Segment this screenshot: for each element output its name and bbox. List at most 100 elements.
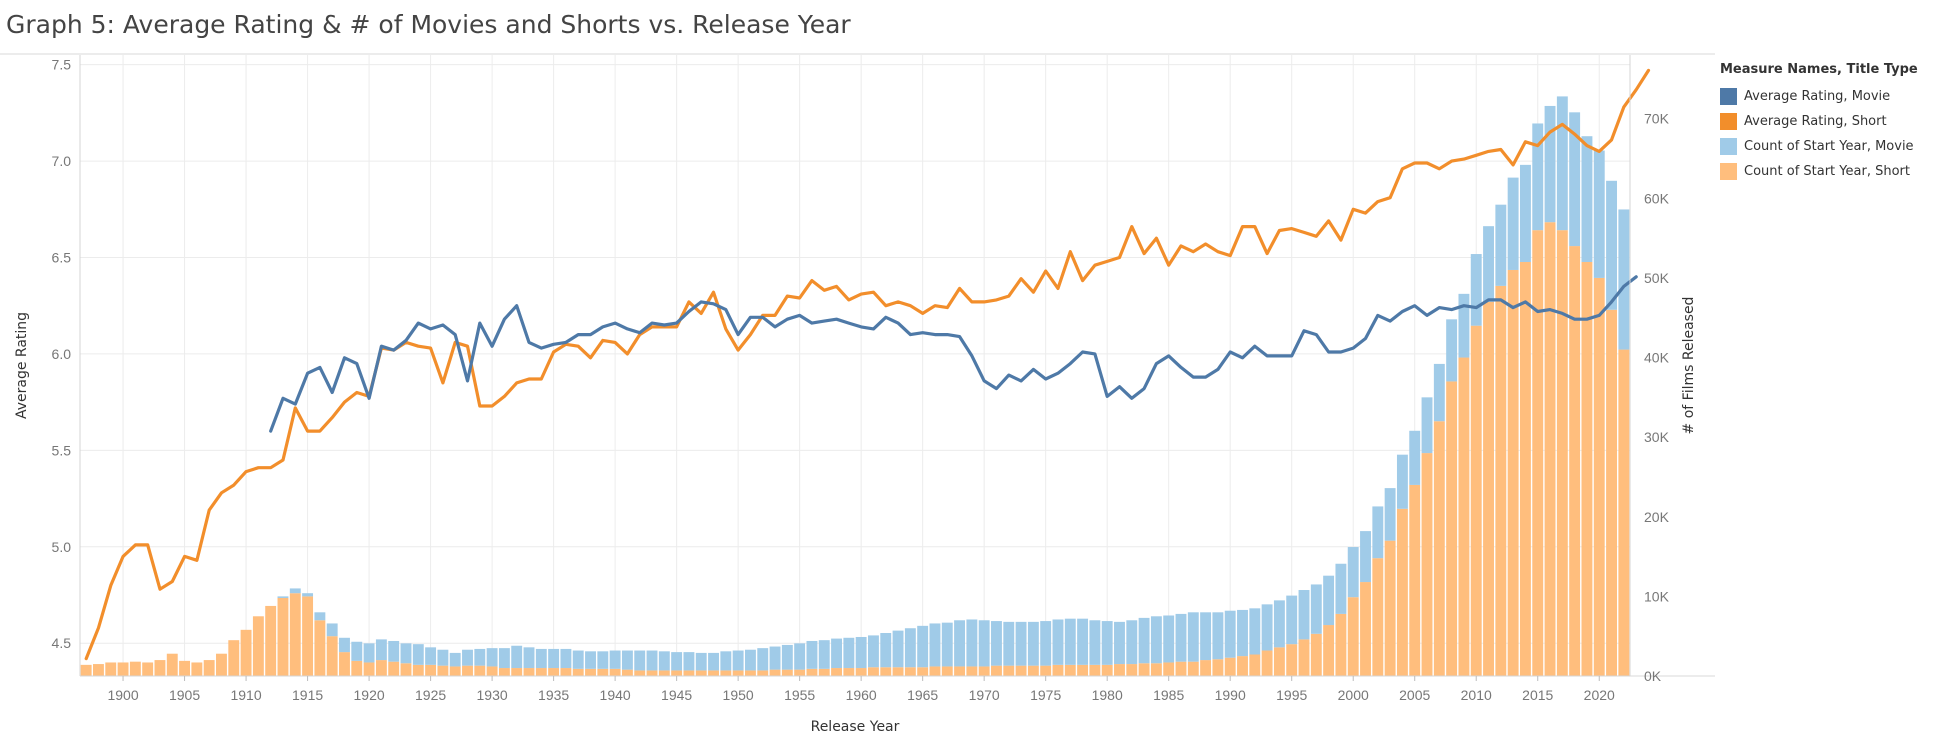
y-left-tick-label: 6.5 <box>52 250 72 266</box>
x-tick-label: 1995 <box>1276 687 1307 703</box>
bar-count-movie <box>880 633 892 668</box>
bar-count-short <box>1040 665 1052 676</box>
legend-item-count-movie[interactable]: Count of Start Year, Movie <box>1720 134 1918 159</box>
legend-label: Count of Start Year, Movie <box>1744 139 1914 154</box>
legend-item-avg-rating-short[interactable]: Average Rating, Short <box>1720 109 1918 134</box>
bar-count-movie <box>548 648 560 669</box>
y-left-tick-label: 5.0 <box>52 539 72 555</box>
bar-count-short <box>868 667 879 676</box>
bar-count-movie <box>954 620 966 667</box>
bar-count-movie <box>855 636 867 669</box>
bar-count-short <box>216 653 227 676</box>
bar-count-short <box>904 667 916 676</box>
bar-count-movie <box>1581 136 1593 262</box>
bar-count-movie <box>1618 209 1630 350</box>
bar-count-movie <box>1384 488 1396 541</box>
bar-count-movie <box>1360 531 1371 583</box>
bar-count-movie <box>1064 618 1076 665</box>
bar-count-short <box>954 666 966 676</box>
bar-count-movie <box>708 652 719 671</box>
bar-count-short <box>597 668 609 676</box>
bar-count-movie <box>486 648 498 667</box>
bar-count-movie <box>400 643 412 664</box>
bar-count-movie <box>818 640 830 669</box>
y-left-tick-label: 4.5 <box>52 635 72 651</box>
bar-count-short <box>1150 663 1162 676</box>
bar-count-movie <box>314 612 326 621</box>
bar-count-short <box>1052 664 1064 676</box>
bar-count-short <box>449 666 461 676</box>
legend-swatch <box>1720 113 1737 130</box>
bar-count-movie <box>363 643 375 663</box>
bar-count-short <box>744 670 756 676</box>
bar-count-short <box>757 670 769 676</box>
legend-swatch <box>1720 138 1737 155</box>
bar-count-short <box>1360 582 1371 676</box>
y-left-tick-label: 6.0 <box>52 346 72 362</box>
y-left-tick-label: 5.5 <box>52 442 72 458</box>
line-avg-rating-movie <box>269 275 1638 433</box>
bar-count-movie <box>1150 616 1162 664</box>
bar-count-short <box>535 668 547 676</box>
bar-count-movie <box>1003 621 1015 666</box>
bar-count-movie <box>1261 604 1273 651</box>
bar-count-movie <box>1347 547 1359 598</box>
x-tick-label: 1950 <box>723 687 754 703</box>
bar-count-movie <box>1544 105 1556 223</box>
y-left-tick-label: 7.5 <box>52 57 72 73</box>
grid-lines <box>80 55 1630 676</box>
legend-label: Average Rating, Movie <box>1744 89 1891 104</box>
bar-count-movie <box>1224 610 1236 658</box>
legend-swatch <box>1720 88 1737 105</box>
bar-count-movie <box>1323 575 1335 626</box>
bar-count-movie <box>1606 180 1617 310</box>
bar-count-movie <box>326 623 338 637</box>
bar-count-movie <box>1409 430 1421 485</box>
bar-count-short <box>1027 665 1039 676</box>
bar-count-short <box>1200 660 1212 676</box>
bar-count-short <box>1544 222 1556 676</box>
bar-count-short <box>289 593 301 676</box>
bar-count-movie <box>351 641 363 661</box>
bar-count-short <box>572 668 584 676</box>
bar-count-movie <box>1507 177 1519 270</box>
bar-count-short <box>474 665 486 676</box>
bar-count-short <box>855 668 867 676</box>
x-tick-label: 1910 <box>230 687 261 703</box>
legend-item-avg-rating-movie[interactable]: Average Rating, Movie <box>1720 84 1918 109</box>
bar-count-movie <box>646 650 658 671</box>
bar-count-short <box>978 666 990 676</box>
bar-count-short <box>708 670 719 676</box>
bar-count-movie <box>781 644 793 670</box>
legend-item-count-short[interactable]: Count of Start Year, Short <box>1720 159 1918 184</box>
bar-count-short <box>1077 664 1089 676</box>
x-tick-label: 2010 <box>1461 687 1492 703</box>
bar-count-short <box>1495 285 1507 676</box>
y-right-tick-label: 0K <box>1644 668 1662 684</box>
bar-count-movie <box>1163 615 1175 663</box>
y-left-tick-label: 7.0 <box>52 153 72 169</box>
x-tick-label: 2020 <box>1584 687 1615 703</box>
bar-count-short <box>1224 657 1236 676</box>
x-tick-label: 1965 <box>907 687 938 703</box>
bar-count-short <box>252 616 264 676</box>
y-right-tick-label: 40K <box>1644 350 1670 366</box>
bar-count-short <box>1372 558 1384 676</box>
bar-count-short <box>1175 661 1187 676</box>
x-tick-label: 1940 <box>600 687 631 703</box>
bar-count-short <box>117 662 129 676</box>
bar-count-movie <box>572 650 584 669</box>
bar-count-movie <box>1458 293 1470 358</box>
legend: Measure Names, Title Type Average Rating… <box>1720 62 1918 184</box>
bar-count-movie <box>1015 621 1027 666</box>
legend-swatch <box>1720 163 1737 180</box>
bar-count-movie <box>868 635 879 668</box>
bar-count-movie <box>720 651 732 671</box>
bar-count-short <box>486 666 498 676</box>
bar-count-movie <box>462 649 473 666</box>
bar-count-movie <box>941 622 953 667</box>
chart-title: Graph 5: Average Rating & # of Movies an… <box>6 10 851 39</box>
bar-count-movie <box>929 623 941 667</box>
bar-count-short <box>129 661 141 676</box>
bar-count-short <box>437 665 449 676</box>
